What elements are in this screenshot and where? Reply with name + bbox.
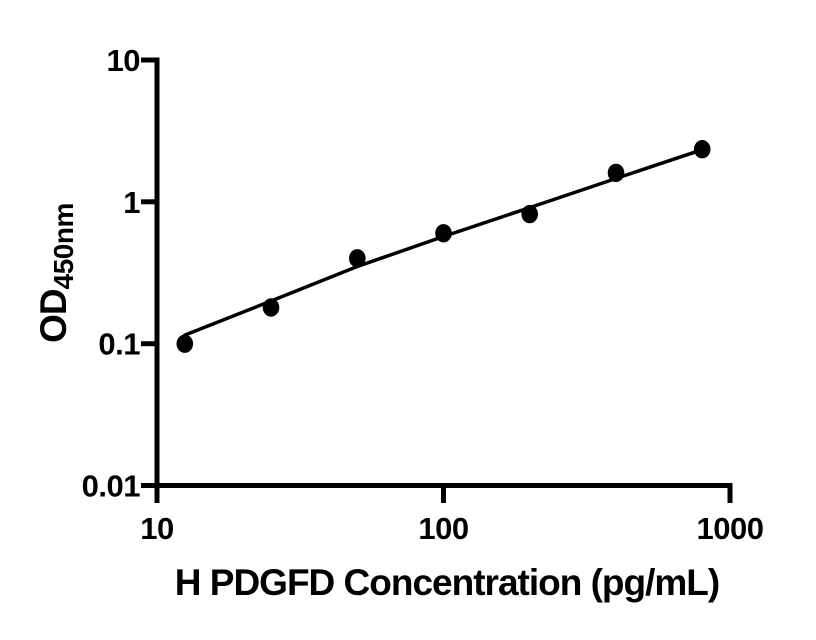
y-tick-label-0.1: 0.1: [98, 327, 140, 362]
x-tick-label-10: 10: [140, 511, 173, 546]
y-tick-label-0.01: 0.01: [82, 469, 141, 504]
y-axis-title-subscript: 450nm: [48, 203, 79, 289]
data-point: [607, 163, 625, 183]
y-tick-label-1: 1: [123, 185, 140, 220]
data-point: [176, 334, 194, 353]
y-axis-title-main: OD: [33, 289, 74, 343]
y-axis-title: OD450nm: [33, 203, 79, 343]
data-point: [435, 224, 452, 243]
x-axis-title: H PDGFD Concentration (pg/mL): [175, 562, 719, 603]
data-point: [693, 140, 711, 159]
x-tick-label-100: 100: [418, 511, 468, 546]
x-tick-label-1000: 1000: [697, 511, 764, 546]
data-point: [262, 298, 280, 317]
data-point: [349, 249, 366, 268]
data-point: [521, 204, 538, 224]
y-tick-label-10: 10: [107, 43, 140, 78]
data-points: [176, 140, 711, 353]
